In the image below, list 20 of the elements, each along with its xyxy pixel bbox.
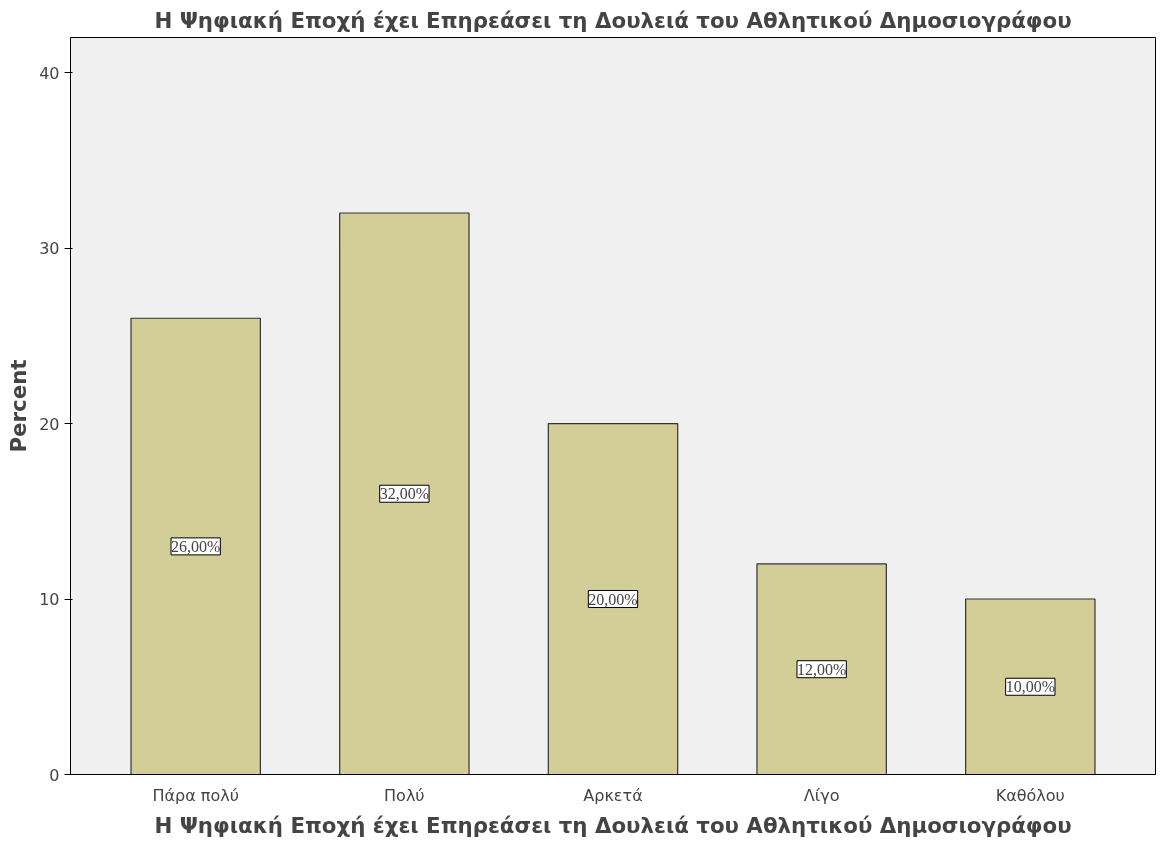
x-tick-label: Καθόλου [995,785,1065,805]
data-label: 20,00% [588,590,638,608]
x-axis-title: Η Ψηφιακή Εποχή έχει Επηρεάσει τη Δουλειά του Αθλητικού Δημοσιογράφου [154,812,1072,838]
bar [756,563,887,775]
y-tick-label: 10 [39,590,60,610]
y-tick-label: 40 [39,63,60,83]
x-tick-label: Πολύ [384,785,425,805]
y-axis-title: Percent [6,359,32,453]
x-tick-label: Αρκετά [583,785,643,805]
bar [547,422,679,775]
chart-title: Η Ψηφιακή Εποχή έχει Επηρεάσει τη Δουλειά του Αθλητικού Δημοσιογράφου [154,7,1072,33]
y-tick-label: 30 [39,239,60,259]
y-tick-label: 0 [49,765,60,785]
y-tick-label: 20 [39,414,60,434]
data-label: 12,00% [796,660,847,678]
bar [130,317,261,775]
bar [965,598,1096,775]
x-tick-label: Πάρα πολύ [152,785,239,805]
x-tick-label: Λίγο [803,785,840,805]
bar [339,212,470,775]
